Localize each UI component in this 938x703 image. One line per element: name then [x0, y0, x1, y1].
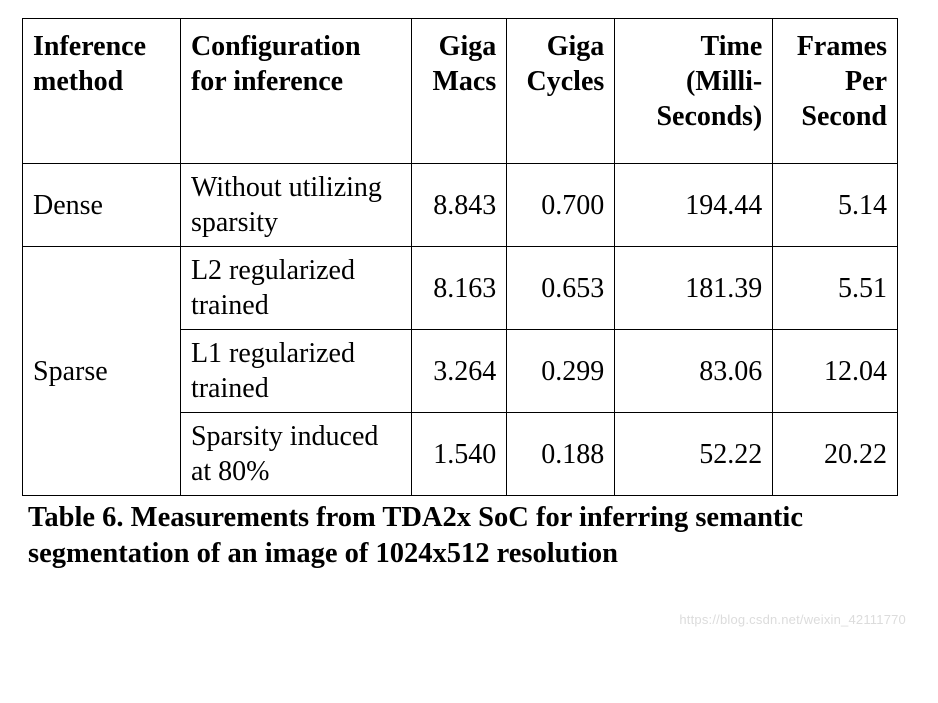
cell-config: Without utilizing sparsity [180, 164, 411, 247]
cell-cycles: 0.299 [507, 330, 615, 413]
col-header-fps: Frames Per Second [773, 19, 898, 164]
cell-fps: 20.22 [773, 413, 898, 496]
cell-config: Sparsity induced at 80% [180, 413, 411, 496]
cell-fps: 5.14 [773, 164, 898, 247]
cell-time: 181.39 [615, 247, 773, 330]
cell-method: Sparse [23, 247, 181, 496]
cell-fps: 12.04 [773, 330, 898, 413]
cell-config: L1 regularized trained [180, 330, 411, 413]
measurements-table: Inference method Configuration for infer… [22, 18, 898, 496]
cell-time: 194.44 [615, 164, 773, 247]
cell-macs: 8.843 [411, 164, 507, 247]
col-header-config: Configuration for inference [180, 19, 411, 164]
table-row: Dense Without utilizing sparsity 8.843 0… [23, 164, 898, 247]
col-header-macs: Giga Macs [411, 19, 507, 164]
cell-cycles: 0.188 [507, 413, 615, 496]
col-header-method: Inference method [23, 19, 181, 164]
col-header-time: Time (Milli-Seconds) [615, 19, 773, 164]
table-caption: Table 6. Measurements from TDA2x SoC for… [22, 500, 904, 573]
cell-macs: 3.264 [411, 330, 507, 413]
cell-method: Dense [23, 164, 181, 247]
cell-cycles: 0.700 [507, 164, 615, 247]
cell-cycles: 0.653 [507, 247, 615, 330]
cell-time: 52.22 [615, 413, 773, 496]
cell-config: L2 regularized trained [180, 247, 411, 330]
watermark-text: https://blog.csdn.net/weixin_42111770 [679, 612, 906, 627]
table-row: Sparse L2 regularized trained 8.163 0.65… [23, 247, 898, 330]
col-header-cycles: Giga Cycles [507, 19, 615, 164]
cell-fps: 5.51 [773, 247, 898, 330]
cell-macs: 1.540 [411, 413, 507, 496]
cell-time: 83.06 [615, 330, 773, 413]
cell-macs: 8.163 [411, 247, 507, 330]
table-header-row: Inference method Configuration for infer… [23, 19, 898, 164]
